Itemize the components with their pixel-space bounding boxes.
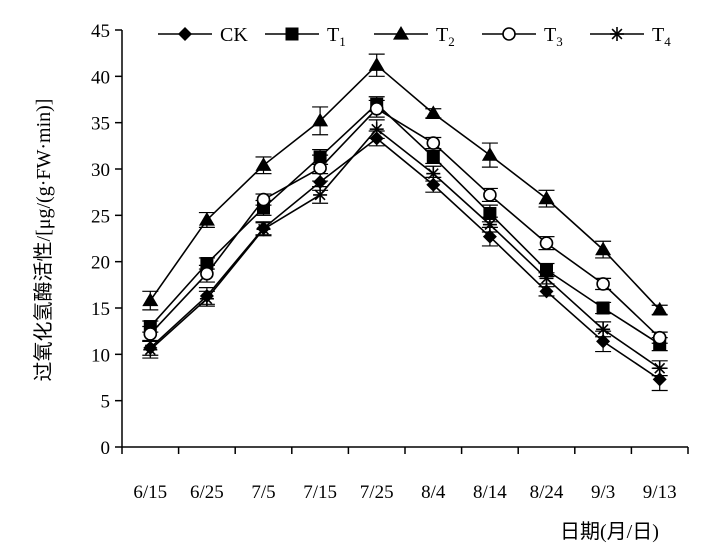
y-axis-title: 过氧化氢酶活性/[μg/(g·FW·min)] [32,99,55,382]
y-tick-label: 30 [91,160,110,181]
legend: CK T1 T2 T3 T4 [158,24,671,49]
data-point-marker [610,27,624,41]
data-point-marker [256,222,271,237]
data-point-marker [312,112,329,127]
legend-label-main: T [544,24,556,46]
legend-label: T3 [544,24,563,49]
x-tick-label: 9/3 [591,482,615,503]
y-tick-label: 15 [91,299,110,320]
y-tick-label: 20 [91,253,110,274]
series-t2 [142,53,668,316]
series-t3 [142,99,668,345]
data-point-marker [539,271,554,286]
data-point-marker [198,211,215,226]
data-point-marker [200,266,214,281]
data-point-marker [596,334,611,349]
legend-label-main: T [327,24,339,46]
legend-item: T2 [374,24,455,49]
y-tick-label: 10 [91,345,110,366]
legend-label-subscript: 1 [339,34,346,49]
legend-label: CK [220,24,248,46]
data-point-marker [596,322,611,337]
data-point-marker [539,236,554,250]
data-point-marker [652,361,667,376]
series-line [149,128,661,369]
data-point-marker [178,27,192,41]
series-t4 [142,119,668,377]
data-point-marker [313,174,328,189]
x-tick-label: 6/25 [190,482,224,503]
data-point-marker [426,150,440,164]
data-point-marker [483,188,497,202]
data-point-marker [482,229,497,244]
x-axis-title: 日期(月/日) [560,521,659,543]
data-point-marker [426,166,441,181]
series-line [149,137,661,381]
legend-label-main: CK [220,24,248,46]
y-tick-label: 40 [91,67,110,88]
data-point-marker [539,284,554,299]
y-tick-label: 45 [91,21,110,42]
legend-label-main: T [652,24,664,46]
data-point-marker [502,27,516,41]
data-point-marker [313,187,328,202]
data-point-marker [369,122,384,137]
series-line [149,103,661,345]
series-line [149,64,661,311]
data-point-marker [538,190,555,205]
legend-label: T2 [436,24,455,49]
legend-label-subscript: 2 [448,34,455,49]
data-point-marker [143,342,158,357]
series-t1 [142,96,668,352]
data-point-marker [482,217,497,232]
x-ticks: 6/15 6/25 7/5 7/15 7/25 8/4 8/14 8/24 9/3 9/13 [121,447,689,503]
data-point-marker [369,101,384,116]
y-tick-label: 35 [91,114,110,135]
data-point-marker [368,57,385,71]
data-point-marker [651,301,668,316]
x-tick-label: 7/15 [303,482,337,503]
data-point-marker [313,161,327,175]
x-tick-label: 7/25 [360,482,394,503]
x-tick-label: 6/15 [133,482,167,503]
data-point-marker [393,26,409,40]
data-point-marker [142,292,159,307]
legend-item: T1 [265,24,346,49]
x-tick-label: 8/4 [421,482,446,503]
x-tick-label: 8/24 [530,482,564,503]
series-layer [142,53,668,392]
series-line [149,107,661,339]
x-tick-label: 8/14 [473,482,507,503]
legend-item: CK [158,24,248,46]
legend-item: T4 [590,24,671,49]
plot-area: 0 5 10 15 20 25 30 35 40 45 6/15 6/25 7/5 7/15 7/25 8/… [91,21,689,503]
data-point-marker [143,327,158,341]
data-point-marker [256,192,271,207]
legend-label-subscript: 4 [664,34,671,49]
legend-label-main: T [436,24,448,46]
legend-label: T4 [652,24,671,49]
legend-item: T3 [482,24,563,49]
data-point-marker [596,277,610,291]
y-tick-label: 25 [91,206,110,227]
series-ck [142,130,668,392]
data-point-marker [200,257,214,271]
data-point-marker [255,157,272,171]
y-tick-label: 0 [101,438,111,459]
data-point-marker [425,105,442,119]
legend-label: T1 [327,24,346,49]
y-ticks: 0 5 10 15 20 25 30 35 40 45 [91,21,122,459]
data-point-marker [595,241,612,256]
x-tick-label: 7/5 [251,482,275,503]
data-point-marker [285,27,299,41]
x-tick-label: 9/13 [643,482,677,503]
legend-label-subscript: 3 [556,34,563,49]
data-point-marker [596,301,610,315]
y-tick-label: 5 [101,392,111,413]
data-point-marker [481,147,498,161]
data-point-marker [199,291,214,306]
data-point-marker [652,330,667,345]
data-point-marker [426,136,441,150]
